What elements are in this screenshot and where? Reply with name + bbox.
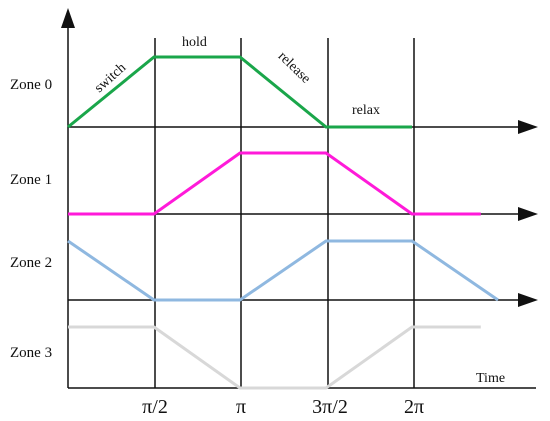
zone-0-label: Zone 0 (10, 77, 52, 93)
zone-2-waveform (67, 239, 499, 302)
tick-label-three-pi-half: 3π/2 (312, 396, 348, 418)
tick-label-pi: π (236, 396, 246, 418)
phase-label-relax: relax (352, 103, 380, 118)
tick-label-two-pi: 2π (404, 396, 424, 418)
zone-0-arrow-icon (518, 120, 538, 134)
zone-2-arrow-icon (518, 293, 538, 307)
zone-0-waveform (67, 55, 412, 129)
zone-3-label: Zone 3 (10, 345, 52, 361)
zone-1-waveform (68, 151, 481, 216)
zone-1-label: Zone 1 (10, 172, 52, 188)
phase-label-hold: hold (182, 35, 207, 50)
vertical-axis-arrow-icon (61, 8, 75, 28)
time-axis-title: Time (476, 371, 505, 386)
phase-label-release: release (275, 49, 313, 87)
zone-2-label: Zone 2 (10, 255, 52, 271)
zone-3-waveform (68, 325, 481, 390)
zone-1-arrow-icon (518, 207, 538, 221)
tick-label-pi-half: π/2 (142, 396, 168, 418)
